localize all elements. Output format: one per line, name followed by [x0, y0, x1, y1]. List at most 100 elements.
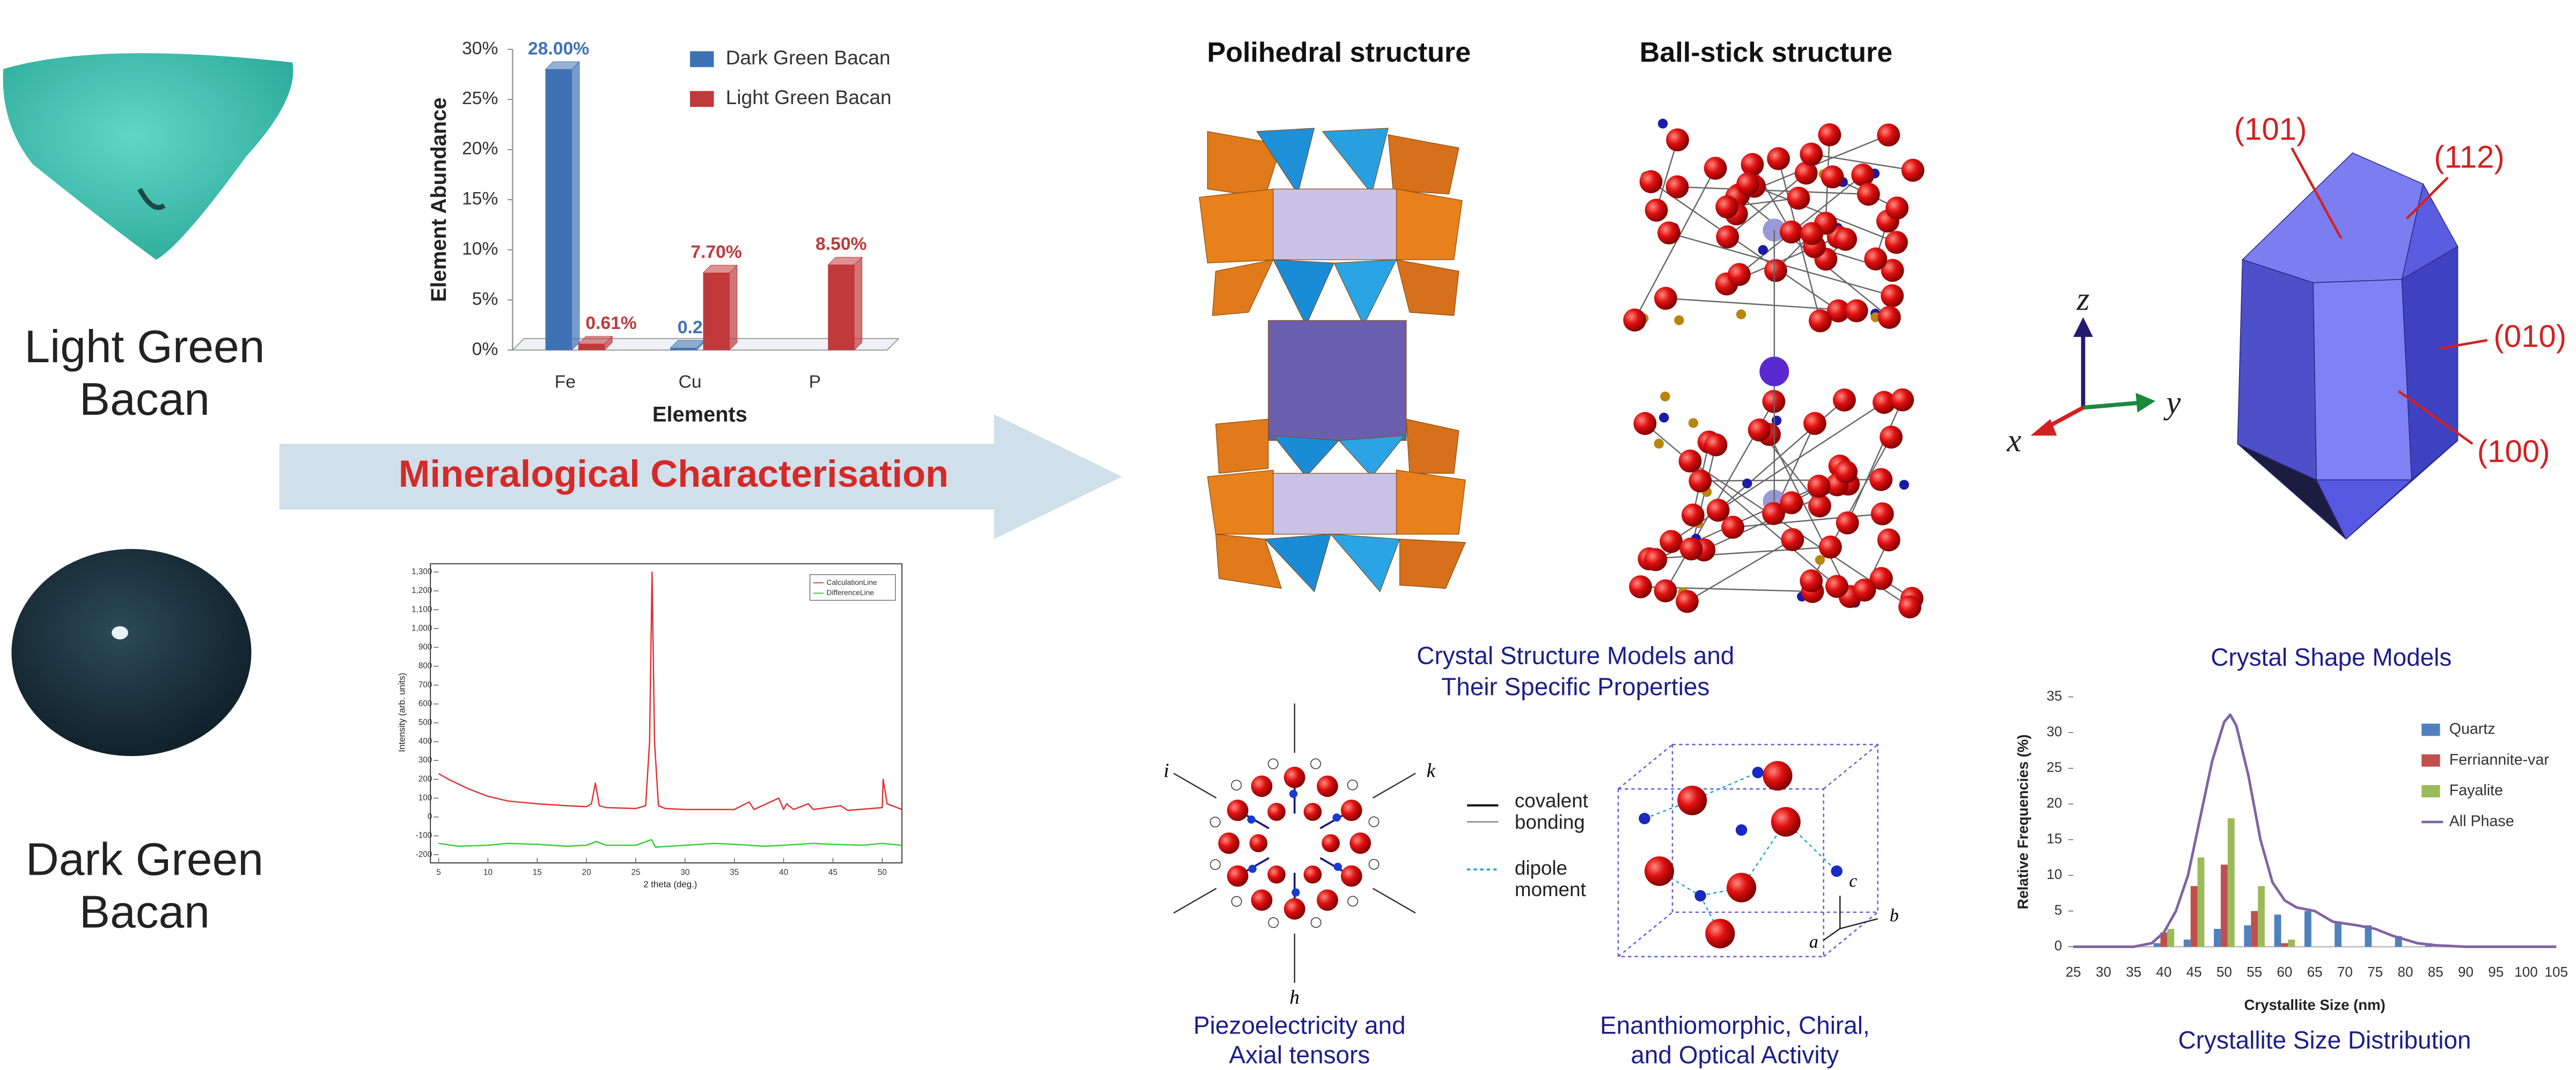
atom-oxygen: [1877, 123, 1900, 147]
polyhedron: [1396, 470, 1466, 535]
axis-triad: [2030, 317, 2156, 436]
atom-small: [1654, 438, 1664, 449]
cell-axes: [1823, 896, 1878, 941]
atom-oxygen: [1800, 222, 1824, 245]
atom-oxygen: [1808, 309, 1832, 333]
legend-text: covalent: [1515, 789, 1588, 811]
atom-oxygen: [1832, 389, 1856, 412]
bar: [545, 69, 572, 350]
atom-oxygen: [1251, 775, 1273, 797]
atom-oxygen: [1251, 889, 1273, 911]
polyhedron: [1338, 435, 1406, 478]
atom-oxygen: [1881, 284, 1904, 307]
bond: [1768, 434, 1851, 597]
bar: [670, 348, 697, 350]
x-tick-label: Fe: [555, 372, 576, 392]
bar: [828, 265, 855, 350]
atom-oxygen: [1781, 528, 1804, 552]
x-axis-title: 2 theta (deg.): [643, 879, 697, 889]
atom-oxygen: [1818, 536, 1842, 559]
arrow-label: Mineralogical Characterisation: [399, 452, 949, 495]
bond: [1319, 812, 1347, 830]
xrd-frame: [430, 563, 902, 863]
atom-oxygen: [1869, 567, 1893, 590]
atom-oxygen: [1317, 775, 1338, 797]
bond: [1645, 423, 1838, 587]
legend-text: Quartz: [2449, 721, 2496, 738]
axis-label: a: [1809, 932, 1818, 952]
atom-small: [1659, 413, 1669, 423]
x-tick-label: 30: [2096, 964, 2111, 980]
atom-small: [1660, 391, 1670, 402]
legend-text: bonding: [1515, 811, 1585, 833]
bar: [2190, 886, 2198, 947]
atom-oxygen: [1340, 865, 1362, 887]
legend-text: All Phase: [2449, 812, 2514, 830]
tensor-axis: [1372, 773, 1416, 799]
x-tick-label: Cu: [678, 372, 701, 392]
x-tick-label: 105: [2545, 964, 2568, 980]
y-tick-label: 35: [2046, 688, 2062, 704]
atom-oxygen: [1227, 800, 1249, 821]
polyhedron: [1399, 539, 1466, 589]
x-tick-label: 40: [779, 868, 788, 877]
bar: [2244, 925, 2251, 947]
x-tick-label: 50: [2217, 964, 2232, 980]
polyhedron: [1392, 188, 1463, 260]
legend-swatch: [2421, 785, 2440, 797]
atom-silicon: [1333, 862, 1342, 871]
x-tick-label: P: [809, 372, 820, 392]
cube-edge: [1671, 744, 1878, 913]
polyhedron: [1212, 259, 1274, 316]
series-line: [438, 839, 902, 848]
tensor-axis: [1173, 773, 1217, 799]
y-tick-label: 20%: [462, 139, 498, 159]
y-tick-label: 25%: [462, 89, 498, 108]
atom-oxygen: [1645, 199, 1668, 222]
polyhedron: [1256, 128, 1315, 195]
bar: [2197, 858, 2205, 947]
sample-label: Bacan: [79, 373, 210, 425]
atom-oxygen: [1872, 391, 1896, 414]
charge-symbol: [1267, 758, 1279, 769]
x-tick-label: 35: [2126, 964, 2141, 980]
atom-oxygen: [1741, 153, 1764, 176]
y-tick-label: 20: [2046, 795, 2062, 811]
caption: Their Specific Properties: [1441, 673, 1709, 701]
axis-label: k: [1427, 759, 1436, 781]
y-axis-arrow: [2083, 400, 2141, 410]
atom-oxygen: [1704, 157, 1727, 180]
bar: [2183, 939, 2191, 947]
atom-small: [1870, 312, 1881, 323]
atom-silicon: [1248, 864, 1257, 873]
y-tick-label: 0: [2054, 937, 2062, 954]
face-label: (100): [2477, 434, 2550, 469]
cell-axis: [1839, 918, 1878, 929]
charge-symbol: [1368, 859, 1379, 870]
sample-label: Bacan: [79, 886, 210, 938]
leader: [2397, 390, 2474, 445]
charge-symbol: [1209, 859, 1221, 870]
polyhedron: [1396, 259, 1459, 316]
atom-oxygen: [1891, 388, 1914, 412]
leader: [2406, 177, 2449, 220]
atom-oxygen: [1818, 123, 1841, 146]
atom-oxygen: [1901, 158, 1925, 182]
legend-text: DifferenceLine: [826, 589, 874, 597]
atom-silicon: [1291, 888, 1300, 897]
atom-small: [1657, 119, 1668, 129]
atom-oxygen: [1834, 228, 1858, 251]
bar: [2258, 886, 2265, 947]
structure-title: Polihedral structure: [1207, 37, 1471, 68]
bar: [2227, 818, 2235, 947]
legend-text: Fayalite: [2449, 782, 2503, 799]
atom-oxygen: [1736, 172, 1760, 196]
legend-swatch: [689, 51, 714, 68]
axis-label: c: [1849, 871, 1857, 891]
atom-oxygen: [1704, 433, 1728, 457]
bar: [2153, 943, 2161, 947]
atom-oxygen: [1803, 412, 1826, 435]
face: [2401, 246, 2458, 481]
atom-oxygen: [1869, 468, 1893, 492]
